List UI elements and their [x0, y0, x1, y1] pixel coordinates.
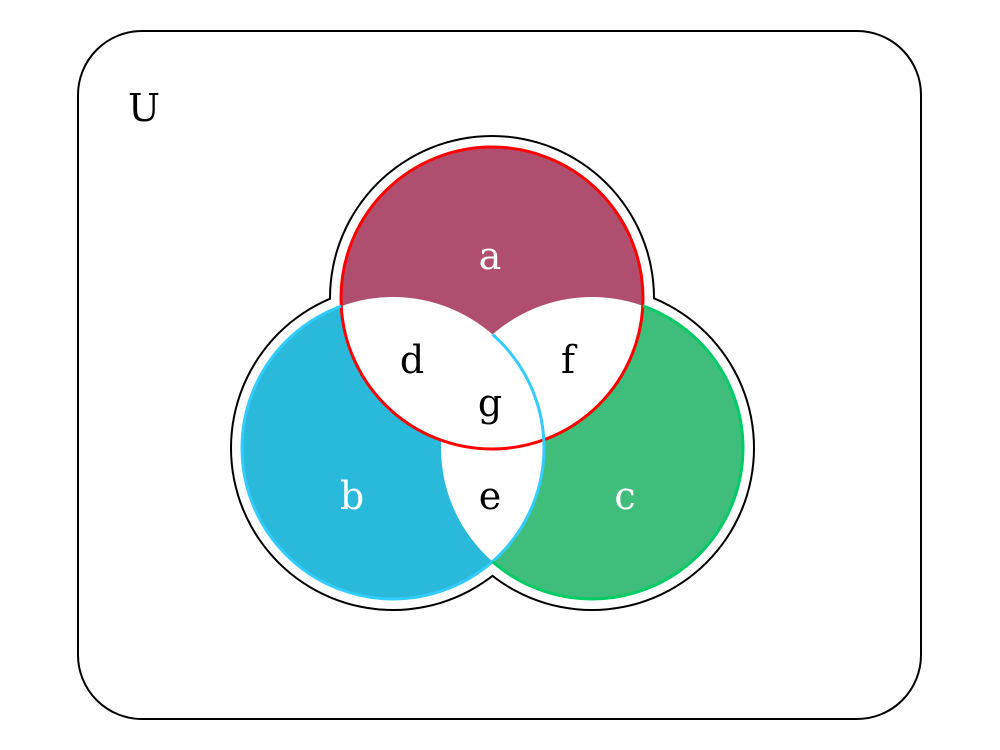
- set-c-label: c: [614, 474, 635, 518]
- set-b-outline-outer: [240, 295, 546, 601]
- set-b-label: b: [340, 474, 364, 518]
- set-c-region: [441, 297, 743, 599]
- universe-label: U: [128, 86, 160, 130]
- set-a-outline: [339, 145, 645, 451]
- universe-box: [77, 30, 922, 720]
- set-outlines: [240, 145, 745, 601]
- set-a-label: a: [479, 234, 502, 278]
- intersection-g-label: g: [478, 381, 502, 425]
- intersection-e-label: e: [479, 474, 502, 518]
- intersection-d-label: d: [400, 338, 424, 382]
- intersection-f-label: f: [561, 338, 578, 382]
- set-c-outline: [439, 295, 745, 601]
